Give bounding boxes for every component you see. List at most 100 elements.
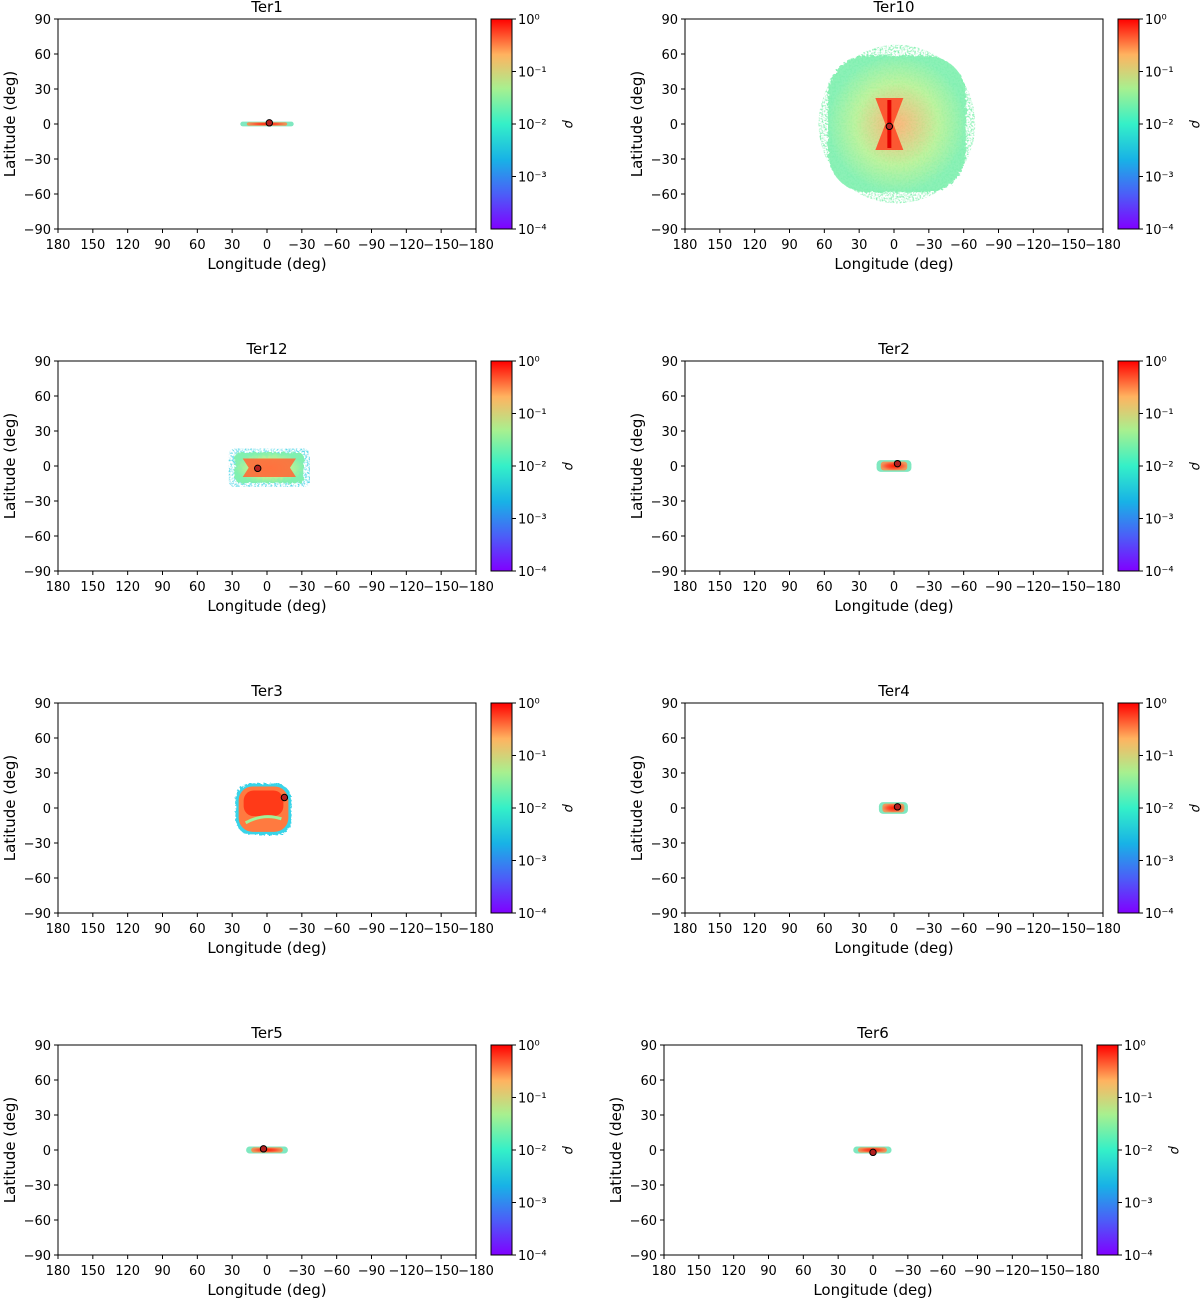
density-core <box>242 458 296 477</box>
panel-title: Ter1 <box>250 0 283 16</box>
colorbar-tick-label: 10⁻⁴ <box>1145 223 1174 238</box>
cluster-center-marker <box>280 793 289 802</box>
panel-title: Ter5 <box>250 1024 283 1042</box>
y-tick-label: 60 <box>34 48 51 63</box>
colorbar-tick-label: 10⁻⁴ <box>518 565 547 580</box>
plot-area <box>684 702 1104 914</box>
x-tick-label: 120 <box>742 580 767 595</box>
x-tick-label: −60 <box>323 1264 350 1279</box>
x-tick-label: 0 <box>869 1264 877 1279</box>
x-tick-label: −30 <box>894 1264 921 1279</box>
colorbar-label: ρ <box>1167 1146 1182 1155</box>
y-tick-label: −90 <box>24 907 51 922</box>
colorbar-tick-label: 10⁰ <box>518 355 540 370</box>
colorbar-tick-label: 10⁻³ <box>518 1197 547 1212</box>
y-axis-label: Latitude (deg) <box>628 755 646 861</box>
density-core <box>243 790 284 817</box>
y-axis-label: Latitude (deg) <box>1 755 19 861</box>
y-tick-label: 60 <box>34 1074 51 1089</box>
x-tick-label: 30 <box>224 238 241 253</box>
x-tick-label: 120 <box>115 580 140 595</box>
colorbar-tick-label: 10⁻² <box>1145 460 1174 475</box>
x-tick-label: 120 <box>721 1264 746 1279</box>
y-tick-label: 0 <box>670 118 678 133</box>
x-tick-label: 30 <box>830 1264 847 1279</box>
x-tick-label: −30 <box>915 580 942 595</box>
colorbar-tick-label: 10⁻³ <box>518 855 547 870</box>
x-tick-label: −120 <box>1015 238 1051 253</box>
x-tick-label: −60 <box>950 922 977 937</box>
x-tick-label: 90 <box>760 1264 777 1279</box>
colorbar-tick-label: 10⁻² <box>1145 118 1174 133</box>
y-tick-label: 30 <box>34 83 51 98</box>
x-tick-label: 30 <box>851 580 868 595</box>
colorbar-gradient <box>1117 360 1140 572</box>
colorbar-tick-label: 10⁻² <box>518 1144 547 1159</box>
y-tick-label: 30 <box>661 767 678 782</box>
y-tick-label: −30 <box>24 153 51 168</box>
x-tick-label: 180 <box>652 1264 677 1279</box>
y-tick-label: 0 <box>649 1144 657 1159</box>
y-tick-label: −90 <box>651 565 678 580</box>
x-tick-label: 120 <box>115 1264 140 1279</box>
y-tick-label: 30 <box>640 1109 657 1124</box>
colorbar-tick-label: 10⁻³ <box>1145 513 1174 528</box>
y-tick-label: −60 <box>24 188 51 203</box>
colorbar-tick-label: 10⁰ <box>518 1039 540 1054</box>
y-tick-label: 0 <box>43 802 51 817</box>
y-tick-label: 30 <box>34 1109 51 1124</box>
x-tick-label: −90 <box>358 922 385 937</box>
x-tick-label: 0 <box>263 1264 271 1279</box>
x-tick-label: 150 <box>707 580 732 595</box>
x-tick-label: −90 <box>985 580 1012 595</box>
x-tick-label: 0 <box>263 922 271 937</box>
x-tick-label: −120 <box>1015 580 1051 595</box>
x-tick-label: −30 <box>288 238 315 253</box>
x-tick-label: 0 <box>263 238 271 253</box>
colorbar-tick-label: 10⁰ <box>1145 697 1167 712</box>
x-tick-label: −150 <box>423 580 459 595</box>
x-tick-label: −180 <box>458 922 494 937</box>
cluster-center-marker <box>885 122 894 131</box>
y-tick-label: 90 <box>661 697 678 712</box>
x-tick-label: −150 <box>1050 238 1086 253</box>
panel-ter4: 180 150 120 90 60 30 0 −30 −60 −90 −120 −150 −180906… <box>628 682 1200 957</box>
x-tick-label: 180 <box>46 1264 71 1279</box>
x-tick-label: 120 <box>742 922 767 937</box>
colorbar-tick-label: 10⁻⁴ <box>518 907 547 922</box>
y-axis-label: Latitude (deg) <box>1 413 19 519</box>
colorbar-tick-label: 10⁻¹ <box>1145 750 1174 765</box>
x-tick-label: 60 <box>189 1264 206 1279</box>
y-tick-label: 0 <box>43 460 51 475</box>
colorbar-tick-label: 10⁻² <box>518 802 547 817</box>
x-tick-label: −30 <box>288 580 315 595</box>
plot-area <box>684 18 1104 230</box>
x-tick-label: 120 <box>115 238 140 253</box>
x-axis-label: Longitude (deg) <box>207 939 326 957</box>
colorbar-tick-label: 10⁻⁴ <box>518 1249 547 1264</box>
y-tick-label: 60 <box>34 390 51 405</box>
x-tick-label: 120 <box>115 922 140 937</box>
x-tick-label: −150 <box>1029 1264 1065 1279</box>
colorbar-tick-label: 10⁻² <box>518 118 547 133</box>
colorbar-tick-label: 10⁰ <box>518 13 540 28</box>
colorbar-tick-label: 10⁻¹ <box>1145 66 1174 81</box>
y-tick-label: −30 <box>651 837 678 852</box>
colorbar-label: ρ <box>561 462 576 471</box>
x-tick-label: 30 <box>224 922 241 937</box>
colorbar-label: ρ <box>1188 462 1200 471</box>
colorbar-label: ρ <box>561 120 576 129</box>
y-tick-label: 0 <box>43 1144 51 1159</box>
panel-ter6: 180 150 120 90 60 30 0 −30 −60 −90 −120 −150 −180906… <box>607 1024 1182 1298</box>
y-tick-label: −90 <box>630 1249 657 1264</box>
y-tick-label: 30 <box>661 425 678 440</box>
x-tick-label: 180 <box>673 922 698 937</box>
x-tick-label: 150 <box>707 238 732 253</box>
colorbar-tick-label: 10⁻⁴ <box>1124 1249 1153 1264</box>
x-tick-label: −30 <box>915 922 942 937</box>
colorbar-tick-label: 10⁻³ <box>1124 1197 1153 1212</box>
x-tick-label: 150 <box>80 580 105 595</box>
y-tick-label: −90 <box>24 1249 51 1264</box>
panel-ter2: 180 150 120 90 60 30 0 −30 −60 −90 −120 −150 −180906… <box>628 340 1200 615</box>
colorbar-gradient <box>490 18 513 230</box>
